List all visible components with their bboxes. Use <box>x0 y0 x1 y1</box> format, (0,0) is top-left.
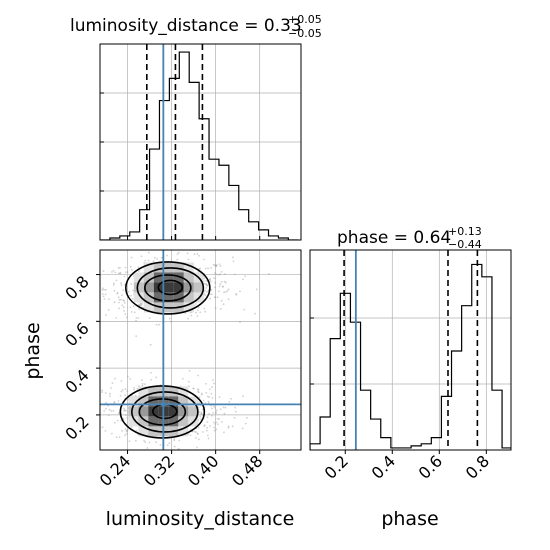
density-cell <box>148 396 159 407</box>
density-cell <box>173 292 184 303</box>
density-cell <box>183 272 194 283</box>
title-ld-plus: +0.05 <box>288 13 322 26</box>
xtick-label-phase-0: 0.2 <box>321 451 352 482</box>
density-cell <box>183 262 194 273</box>
density-cell <box>168 416 179 427</box>
density-cell <box>178 386 189 397</box>
density-cell <box>183 302 194 313</box>
density-cell <box>168 386 179 397</box>
density-cell <box>168 406 179 417</box>
density-cell <box>183 282 194 293</box>
xtick-label-ld-3: 0.48 <box>228 451 267 490</box>
ytick-label-phase-3: 0.8 <box>61 272 92 303</box>
joint-density-panel: 0.24 0.32 0.40 0.48 0.2 0.4 0.6 0.8 <box>61 249 302 490</box>
density-cell <box>148 386 159 397</box>
density-cell <box>143 262 154 273</box>
density-cell <box>178 416 189 427</box>
contour-mode0-level1 <box>136 267 205 309</box>
density-cell <box>143 292 154 303</box>
contour-mode0-level0 <box>125 261 211 315</box>
ytick-label-phase-2: 0.6 <box>61 319 92 350</box>
title-phase: phase = 0.64 +0.13 −0.44 <box>337 225 482 251</box>
density-cell <box>128 416 139 427</box>
density-cell <box>173 262 184 273</box>
density-cell <box>138 406 149 417</box>
density-cell <box>173 272 184 283</box>
density-cell <box>138 386 149 397</box>
density-cell <box>143 282 154 293</box>
density-cell <box>168 396 179 407</box>
density-cell <box>193 282 204 293</box>
ytick-label-phase-1: 0.4 <box>61 366 92 397</box>
density-cell <box>143 272 154 283</box>
density-cell <box>173 282 184 293</box>
x-axis-label-luminosity-distance: luminosity_distance <box>106 508 295 530</box>
title-phase-minus: −0.44 <box>448 238 482 251</box>
xtick-label-ld-1: 0.32 <box>140 451 179 490</box>
density-cell <box>128 406 139 417</box>
xtick-label-phase-3: 0.8 <box>462 451 493 482</box>
hist-step-phase <box>310 263 511 450</box>
xtick-label-ld-0: 0.24 <box>96 451 135 490</box>
density-cell <box>128 396 139 407</box>
xtick-label-ld-2: 0.40 <box>184 451 223 490</box>
density-cell <box>153 262 164 273</box>
title-phase-plus: +0.13 <box>448 225 482 238</box>
density-cell <box>188 406 199 417</box>
frame-top <box>99 43 302 241</box>
density-cell <box>138 396 149 407</box>
density-cell <box>143 302 154 313</box>
density-cell <box>163 292 174 303</box>
frame-joint <box>99 249 302 451</box>
title-ld-minus: −0.05 <box>288 27 322 40</box>
hist-step-luminosity-distance <box>100 51 299 240</box>
title-luminosity-distance: luminosity_distance = 0.33 +0.05 −0.05 <box>70 13 322 40</box>
title-phase-text: phase = 0.64 <box>337 228 451 248</box>
density-cell <box>133 282 144 293</box>
density-cell <box>148 416 159 427</box>
density-cell <box>178 406 189 417</box>
contour-mode0-level3 <box>157 279 184 296</box>
contour-mode0-level2 <box>144 274 192 302</box>
contour-mode1-level0 <box>119 385 206 439</box>
hist-phase-panel: 0.2 0.4 0.6 0.8 <box>309 249 512 483</box>
xtick-label-phase-2: 0.6 <box>415 451 446 482</box>
truth-point <box>161 402 166 407</box>
density-cell <box>153 292 164 303</box>
density-cell <box>178 426 189 437</box>
density-cell <box>133 292 144 303</box>
title-ld-text: luminosity_distance = 0.33 <box>70 16 302 36</box>
density-cell <box>163 282 174 293</box>
ytick-label-phase-0: 0.2 <box>61 412 92 443</box>
density-cell <box>133 272 144 283</box>
density-cell <box>183 292 194 303</box>
density-cell <box>178 396 189 407</box>
frame-right <box>309 249 512 451</box>
x-axis-label-phase: phase <box>381 508 438 530</box>
xtick-label-phase-1: 0.4 <box>368 451 399 482</box>
density-cell <box>138 426 149 437</box>
contour-mode1-level1 <box>131 391 199 433</box>
hist-luminosity-distance-panel <box>99 43 302 241</box>
contour-mode1-level2 <box>138 398 187 426</box>
density-cell <box>163 272 174 283</box>
y-axis-label-phase: phase <box>22 322 44 379</box>
density-cell <box>138 416 149 427</box>
density-cell <box>153 272 164 283</box>
